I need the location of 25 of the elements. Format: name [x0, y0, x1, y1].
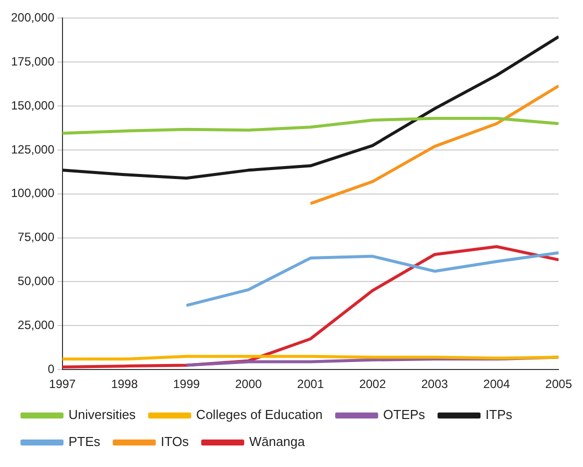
y-tick-label: 150,000 [10, 98, 55, 112]
legend-label: Colleges of Education [196, 407, 323, 422]
legend-label: ITPs [486, 407, 513, 422]
legend-label: PTEs [68, 434, 101, 450]
x-tick-label: 1999 [173, 377, 200, 392]
x-tick-label: 2004 [483, 377, 510, 392]
x-tick-label: 2003 [421, 377, 448, 392]
legend-label: OTEPs [383, 407, 426, 422]
legend-label: ITOs [160, 434, 190, 450]
y-tick-label: 25,000 [18, 318, 55, 332]
x-tick-label: 2000 [235, 377, 262, 392]
y-tick-label: 200,000 [10, 10, 55, 25]
y-tick-label: 50,000 [18, 274, 55, 288]
legend-label: Universities [68, 407, 136, 422]
y-tick-label: 125,000 [10, 142, 55, 156]
legend-label: Wānanga [249, 434, 306, 450]
y-tick-label: 0 [48, 362, 55, 376]
y-tick-label: 75,000 [18, 230, 55, 244]
x-tick-label: 2002 [359, 377, 386, 392]
x-tick-label: 2001 [297, 377, 324, 392]
x-tick-label: 1997 [49, 377, 76, 392]
x-tick-label: 2005 [545, 377, 572, 392]
y-tick-label: 175,000 [10, 54, 55, 68]
x-tick-label: 1998 [111, 377, 138, 392]
y-tick-label: 100,000 [10, 186, 55, 200]
